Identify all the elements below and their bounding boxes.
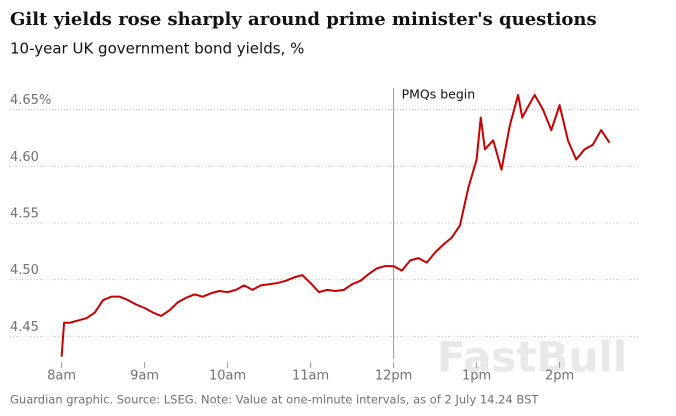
chart-title: Gilt yields rose sharply around prime mi… (10, 9, 597, 30)
annotation-label: PMQs begin (402, 87, 476, 102)
line-series (60, 93, 611, 357)
y-tick-label: 4.65% (10, 93, 51, 108)
watermark: FastBull (437, 333, 627, 382)
x-tick-label: 1pm (462, 369, 491, 384)
x-tick-label: 9am (130, 369, 159, 384)
y-tick-label: 4.60 (10, 150, 39, 165)
y-tick-label: 4.55 (10, 207, 39, 222)
x-tick-label: 10am (209, 369, 246, 384)
chart-subtitle: 10-year UK government bond yields, % (10, 40, 304, 58)
x-tick-label: 8am (47, 369, 76, 384)
source-note: Guardian graphic. Source: LSEG. Note: Va… (10, 393, 539, 407)
y-tick-label: 4.50 (10, 263, 39, 278)
x-tick-label: 2pm (545, 369, 574, 384)
x-tick-label: 11am (292, 369, 329, 384)
x-tick-label: 12pm (375, 369, 412, 384)
y-tick-label: 4.45 (10, 320, 39, 335)
